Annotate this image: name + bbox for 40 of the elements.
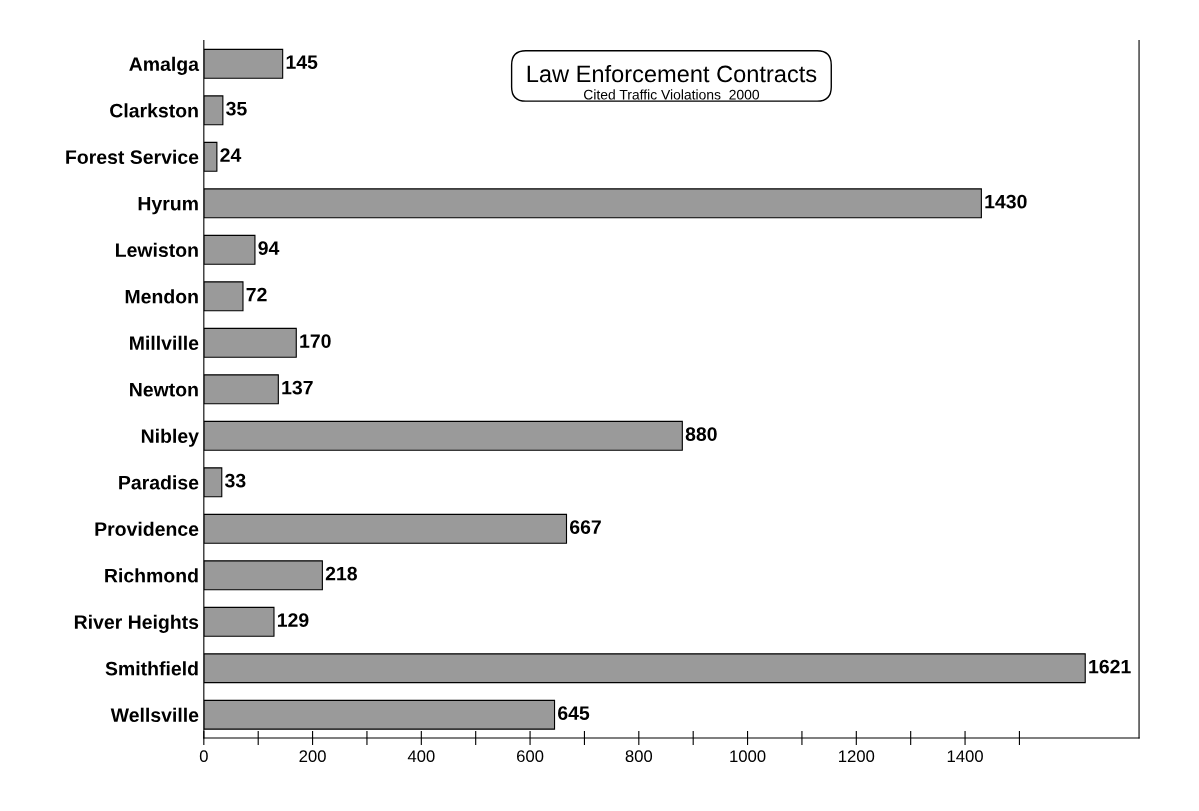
data-label: 72: [246, 287, 267, 302]
data-label: 667: [569, 520, 601, 534]
y-tick-label: Millville: [130, 335, 199, 351]
data-label: 129: [277, 613, 309, 627]
y-tick-label: Clarkston: [110, 103, 198, 118]
data-label: 137: [282, 380, 313, 395]
y-tick-label: Smithfield: [105, 661, 198, 676]
y-tick-label: Wellsville: [110, 707, 199, 722]
x-tick-label: 0: [199, 750, 208, 763]
data-label: 218: [325, 566, 357, 581]
y-tick-label: Newton: [130, 382, 198, 397]
data-label: 33: [225, 473, 246, 488]
x-tick-label: 1400: [947, 750, 983, 763]
x-tick-label: 1200: [839, 750, 875, 763]
text: Law Enforcement Contracts: [527, 64, 817, 83]
data-label: 880: [685, 427, 717, 441]
data-label: 94: [258, 241, 280, 256]
x-tick-label: 400: [407, 750, 435, 763]
y-tick-label: Richmond: [105, 568, 198, 583]
y-tick-label: Paradise: [119, 475, 199, 490]
y-tick-label: River Heights: [74, 614, 199, 633]
y-tick-label: Forest Service: [66, 149, 199, 165]
y-tick-label: Providence: [95, 521, 199, 537]
y-tick-label: Nibley: [141, 428, 199, 447]
y-tick-label: Hyrum: [138, 196, 198, 215]
data-label: 645: [558, 706, 590, 720]
data-label: 35: [226, 101, 247, 116]
y-tick-label: Lewiston: [116, 242, 198, 258]
text: Cited Traffic Violations 2000: [584, 89, 760, 100]
data-label: 145: [286, 55, 318, 70]
data-label: 24: [220, 148, 242, 162]
y-tick-label: Mendon: [125, 289, 198, 304]
data-label: 170: [300, 334, 331, 348]
data-label: 1430: [985, 194, 1027, 209]
x-tick-label: 800: [625, 750, 653, 763]
x-tick-label: 1000: [730, 750, 766, 763]
data-label: 1621: [1089, 659, 1131, 674]
x-tick-label: 600: [517, 750, 544, 763]
x-tick-label: 200: [299, 750, 326, 763]
y-tick-label: Amalga: [129, 56, 200, 75]
